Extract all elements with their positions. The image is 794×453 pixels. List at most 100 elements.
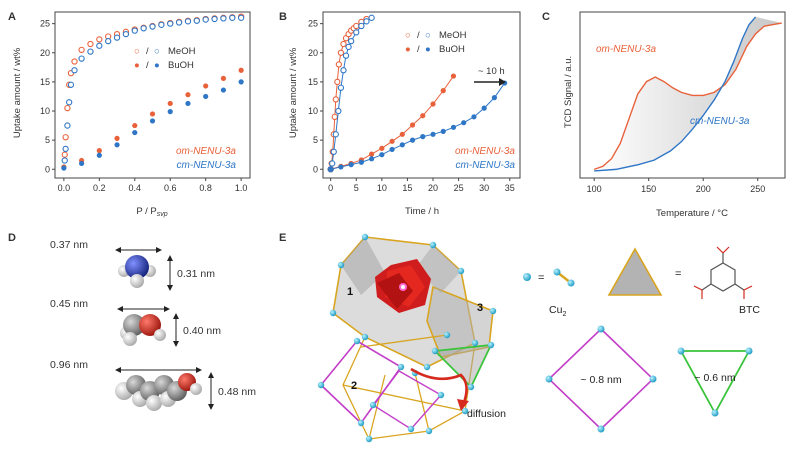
data-point [363,18,370,25]
data-point [203,93,209,100]
panel-c-ylabel: TCD Signal / a.u. [563,56,574,128]
mol2-height-label: 0.40 nm [183,325,221,337]
btc-legend-label: BTC [739,304,760,316]
legend-b-dot-om: ● [405,44,411,55]
data-point [229,14,236,21]
data-point [337,84,345,91]
legend-label-meoh: MeOH [168,46,196,57]
panel-d-molecules: D 0.37 nm 0.31 nm 0.45 nm 0.40 nm 0.96 n… [8,232,256,411]
series-line [594,16,757,172]
data-point [140,25,147,32]
x-tick-label: 0.6 [164,183,177,193]
data-point [220,87,227,93]
data-point [149,111,156,117]
data-point [340,67,347,74]
data-point [335,61,343,68]
data-point [211,15,218,23]
data-point [409,122,416,128]
data-point [332,96,339,103]
square-window-label: ~ 0.8 nm [580,374,621,386]
series-line [593,22,782,171]
data-point [158,21,165,28]
x-tick-label: 200 [696,184,711,194]
x-tick-label: 0.4 [129,183,142,193]
panel-b-xlabel: Time / h [405,206,439,217]
y-tick-label: 25 [40,19,50,29]
panel-a-xlabel: P / Psvp [136,206,167,218]
data-point [62,134,69,141]
mol3-width-label: 0.96 nm [50,359,88,371]
legend-slash-meoh: / [146,46,149,57]
cu-paddlewheel-legend [523,268,575,287]
data-point [330,148,337,155]
panel-label-d: D [8,232,16,244]
y-tick-label: 20 [40,48,50,58]
data-point [399,142,405,148]
y-tick-label: 5 [45,135,50,145]
data-point [430,101,436,107]
x-tick-label: 20 [428,183,438,193]
x-tick-label: 250 [750,184,765,194]
data-point [78,55,85,62]
data-point [379,152,385,158]
panel-c-plot: 100 150 200 250 [579,11,786,194]
x-tick-label: 150 [641,184,656,194]
data-point [185,92,191,98]
legend-b-slash-meoh: / [417,30,420,41]
data-point [338,164,344,170]
data-point [332,131,339,138]
data-point [328,166,334,172]
data-point [113,34,121,41]
data-point [61,151,68,158]
panel-b-om-label: om-NENU-3a [455,146,515,157]
data-point [481,105,487,111]
legend-slash-buoh: / [146,60,149,71]
data-point [71,58,78,65]
mol1-width-label: 0.37 nm [50,239,88,251]
legend-ring-om: ○ [134,46,140,57]
legend-label-buoh: BuOH [168,60,194,71]
panel-c-chart: C 100 150 200 250 TCD Signal / a.u. Tempera… [542,11,786,219]
x-tick-label: 10 [377,183,387,193]
data-point [420,134,426,140]
data-point [87,40,94,48]
diffusion-label: diffusion [467,408,506,420]
data-point [61,157,68,164]
data-point [96,42,103,49]
y-tick-label: 10 [40,106,50,116]
plot-frame [322,11,521,179]
height-arrow [208,372,214,410]
mol3-height-label: 0.48 nm [218,386,256,398]
height-arrow [173,313,179,347]
panel-a-cm-label: cm-NENU-3a [177,160,237,171]
data-point [358,159,364,165]
plot-frame [54,11,251,179]
legend-b-dot-cm: ● [425,44,431,55]
data-point [185,100,191,107]
data-point [389,138,395,144]
data-point [369,156,375,162]
data-point [132,122,138,129]
x-tick-label: 100 [587,184,602,194]
panel-label-c: C [542,11,550,23]
data-point [331,113,338,120]
square-window-icon [545,325,657,433]
panel-c-om-label: om-NENU-3a [596,44,656,55]
data-point [420,113,426,119]
legend-dot-cm: ● [154,60,160,71]
diffusion-arrow [410,367,469,411]
panel-a-chart: A 0.0 0.2 0.4 0.6 0.8 1.0 0 5 10 15 20 25 Uptake am… [8,11,251,218]
data-point [440,88,446,94]
annotation-arrow [474,78,506,86]
legend-dot-om: ● [134,60,140,71]
panel-label-b: B [279,11,287,23]
x-tick-label: 35 [505,183,515,193]
data-point [369,151,375,157]
data-point [237,14,245,21]
data-point [149,118,156,124]
panel-c-xlabel: Temperature / °C [656,208,728,219]
panel-a-legend: ○ / ○ MeOH ● / ● BuOH [134,46,196,71]
panel-c-cm-label: cm-NENU-3a [690,116,750,127]
btc-structure-icon [693,246,753,299]
panel-b-chart: B 0 5 10 15 20 25 30 35 0 5 10 15 20 25 Uptake amount… [279,11,521,217]
